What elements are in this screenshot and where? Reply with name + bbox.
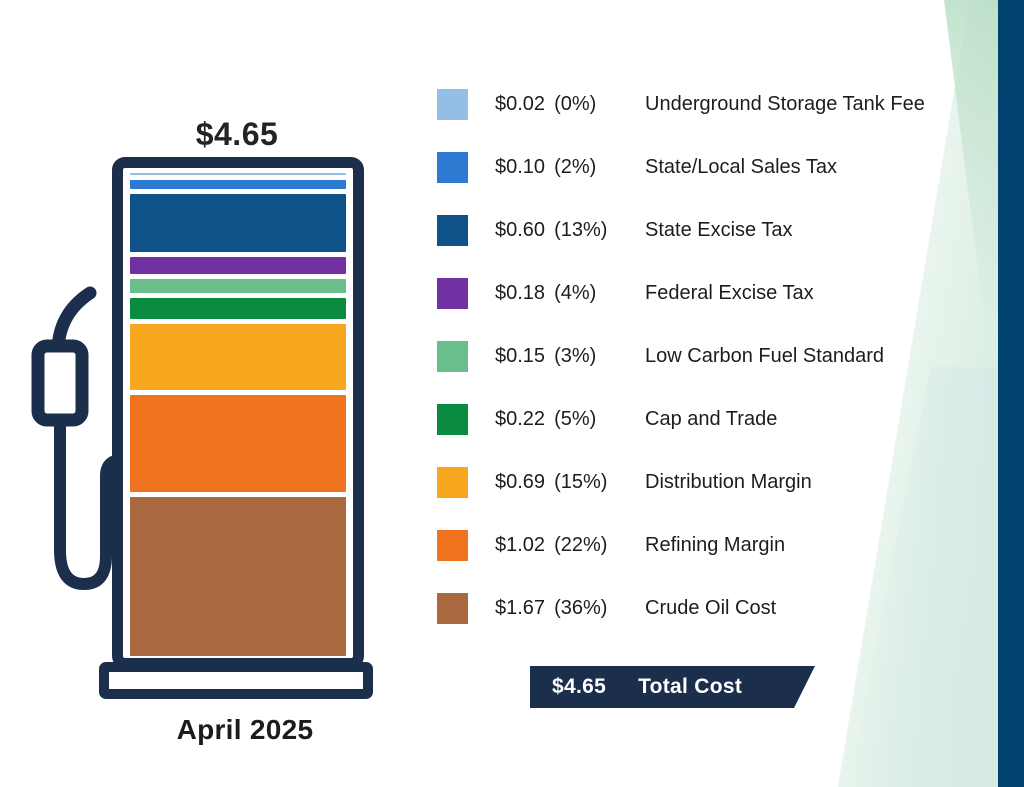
legend-row-state-local-sales-tax: $0.10 (2%) State/Local Sales Tax [437,152,925,183]
legend-percent: (36%) [554,597,608,619]
legend-percent: (13%) [554,219,608,241]
pump-base [99,662,373,699]
legend-amount: $0.15 [495,345,546,367]
legend-label: Refining Margin [645,534,786,556]
legend-amount: $0.18 [495,282,546,304]
legend-label: State Excise Tax [645,219,793,241]
pump-segments [112,157,364,669]
legend-swatch-icon [437,530,468,561]
legend-amount-group: $0.22 (5%) [495,408,645,431]
legend-amount-group: $0.02 (0%) [495,93,645,116]
background-accent-edge-bar [998,0,1024,787]
legend-amount-group: $1.67 (36%) [495,597,645,620]
total-cost-label: Total Cost [638,675,743,698]
pump-segment-refining-margin [130,394,346,492]
legend-percent: (15%) [554,471,608,493]
total-cost-amount: $4.65 [552,675,607,698]
pump-segment-crude-oil-cost [130,496,346,656]
legend-amount-group: $0.69 (15%) [495,471,645,494]
legend-amount: $1.02 [495,534,546,556]
legend-row-refining-margin: $1.02 (22%) Refining Margin [437,530,925,561]
legend-swatch-icon [437,89,468,120]
legend-row-federal-excise-tax: $0.18 (4%) Federal Excise Tax [437,278,925,309]
legend-label: Crude Oil Cost [645,597,777,619]
pump-segment-distribution-margin [130,323,346,390]
period-label: April 2025 [176,714,314,745]
legend-swatch-icon [437,215,468,246]
legend-amount-group: $0.15 (3%) [495,345,645,368]
pump-segment-cap-and-trade [130,298,346,319]
legend-amount-group: $0.10 (2%) [495,156,645,179]
legend-row-cap-and-trade: $0.22 (5%) Cap and Trade [437,404,925,435]
legend-swatch-icon [437,278,468,309]
legend-swatch-icon [437,467,468,498]
legend-amount: $0.10 [495,156,546,178]
legend-swatch-icon [437,341,468,372]
legend-amount: $1.67 [495,597,546,619]
legend-amount: $0.22 [495,408,546,430]
legend-swatch-icon [437,593,468,624]
legend-percent: (3%) [554,345,597,367]
legend-swatch-icon [437,152,468,183]
pump-segment-underground-storage-tank-fee [130,173,346,175]
legend-row-crude-oil-cost: $1.67 (36%) Crude Oil Cost [437,593,925,624]
pump-nozzle-handle-icon [31,339,89,427]
legend-row-distribution-margin: $0.69 (15%) Distribution Margin [437,467,925,498]
pump-segment-state-local-sales-tax [130,179,346,190]
legend-label: Distribution Margin [645,471,812,493]
legend-amount: $0.02 [495,93,546,115]
pump-segment-state-excise-tax [130,194,346,252]
legend-amount-group: $0.60 (13%) [495,219,645,242]
legend-percent: (22%) [554,534,608,556]
legend: $0.02 (0%) Underground Storage Tank Fee $0.… [437,89,925,624]
legend-label: Federal Excise Tax [645,282,814,304]
pump-total-price: $4.65 [195,116,279,152]
legend-row-low-carbon-fuel-standard: $0.15 (3%) Low Carbon Fuel Standard [437,341,925,372]
total-cost-banner: $4.65 Total Cost [530,666,815,708]
legend-amount-group: $1.02 (22%) [495,534,645,557]
legend-swatch-icon [437,404,468,435]
legend-label: Cap and Trade [645,408,778,430]
legend-percent: (0%) [554,93,597,115]
legend-row-underground-storage-tank-fee: $0.02 (0%) Underground Storage Tank Fee [437,89,925,120]
legend-amount: $0.69 [495,471,546,493]
pump-segment-federal-excise-tax [130,256,346,274]
pump-nozzle-spout-icon [51,286,97,359]
legend-label: Underground Storage Tank Fee [645,93,925,115]
pump-segment-low-carbon-fuel-standard [130,278,346,294]
legend-label: Low Carbon Fuel Standard [645,345,885,367]
legend-percent: (5%) [554,408,597,430]
legend-percent: (4%) [554,282,597,304]
legend-row-state-excise-tax: $0.60 (13%) State Excise Tax [437,215,925,246]
legend-amount-group: $0.18 (4%) [495,282,645,305]
legend-percent: (2%) [554,156,597,178]
legend-label: State/Local Sales Tax [645,156,837,178]
legend-amount: $0.60 [495,219,546,241]
